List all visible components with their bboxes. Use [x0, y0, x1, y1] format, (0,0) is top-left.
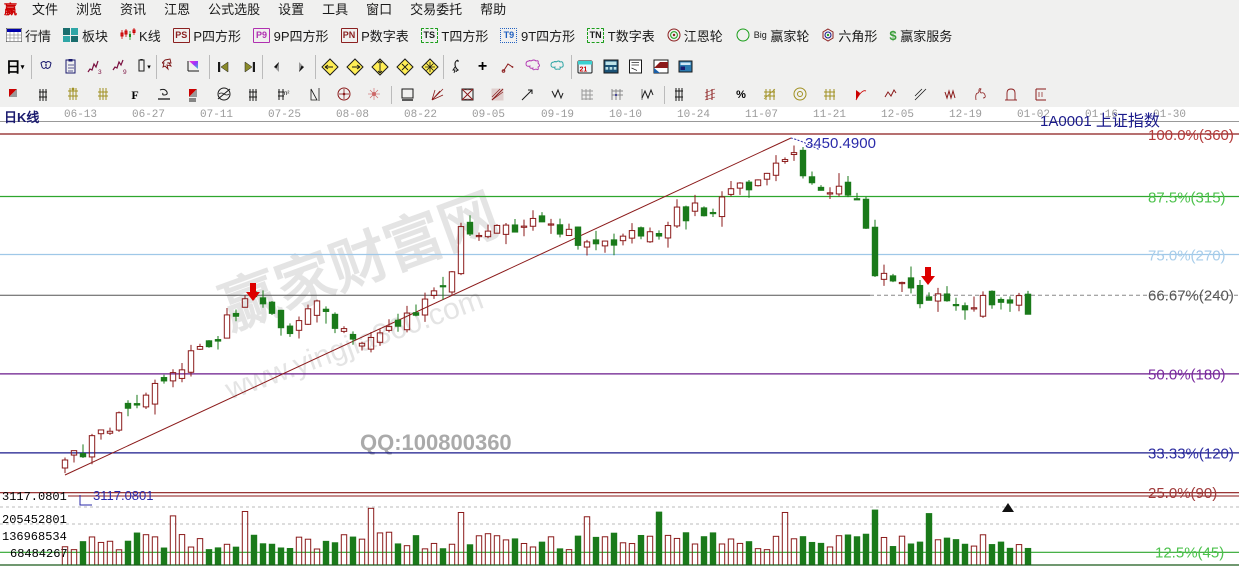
svg-text:07-25: 07-25: [268, 109, 301, 121]
svg-text:25.0%(90): 25.0%(90): [1148, 485, 1217, 502]
svg-text:205452801: 205452801: [2, 513, 67, 527]
svg-text:11-07: 11-07: [745, 109, 778, 121]
svg-text:50.0%(180): 50.0%(180): [1148, 367, 1226, 384]
svg-text:07-11: 07-11: [200, 109, 233, 121]
svg-text:09-19: 09-19: [541, 109, 574, 121]
svg-text:QQ:100800360: QQ:100800360: [360, 430, 512, 455]
svg-text:06-27: 06-27: [132, 109, 165, 121]
svg-text:12.5%(45): 12.5%(45): [1155, 545, 1224, 562]
svg-text:09-05: 09-05: [472, 109, 505, 121]
svg-text:12-05: 12-05: [881, 109, 914, 121]
svg-text:66.67%(240): 66.67%(240): [1148, 288, 1234, 305]
svg-text:1A0001 上证指数: 1A0001 上证指数: [1040, 112, 1160, 130]
svg-text:06-13: 06-13: [64, 109, 97, 121]
svg-text:3: 3: [98, 69, 102, 75]
svg-text:3117.0801: 3117.0801: [2, 490, 67, 504]
svg-text:136968534: 136968534: [2, 530, 67, 544]
svg-text:3117.0801: 3117.0801: [93, 488, 154, 503]
svg-text:9: 9: [123, 69, 127, 75]
svg-text:10-24: 10-24: [677, 109, 710, 121]
svg-text:08-08: 08-08: [336, 109, 369, 121]
svg-text:12-19: 12-19: [949, 109, 982, 121]
svg-text:68484267: 68484267: [10, 547, 68, 561]
svg-text:10-10: 10-10: [609, 109, 642, 121]
svg-text:n²: n²: [284, 91, 289, 97]
svg-text:33.33%(120): 33.33%(120): [1148, 446, 1234, 463]
svg-text:100.0%(360): 100.0%(360): [1148, 127, 1234, 144]
svg-text:75.0%(270): 75.0%(270): [1148, 248, 1226, 265]
svg-text:87.5%(315): 87.5%(315): [1148, 190, 1226, 207]
svg-text:21: 21: [580, 66, 588, 73]
svg-text:08-22: 08-22: [404, 109, 437, 121]
svg-text:11-21: 11-21: [813, 109, 846, 121]
svg-text:3450.4900: 3450.4900: [805, 135, 876, 152]
